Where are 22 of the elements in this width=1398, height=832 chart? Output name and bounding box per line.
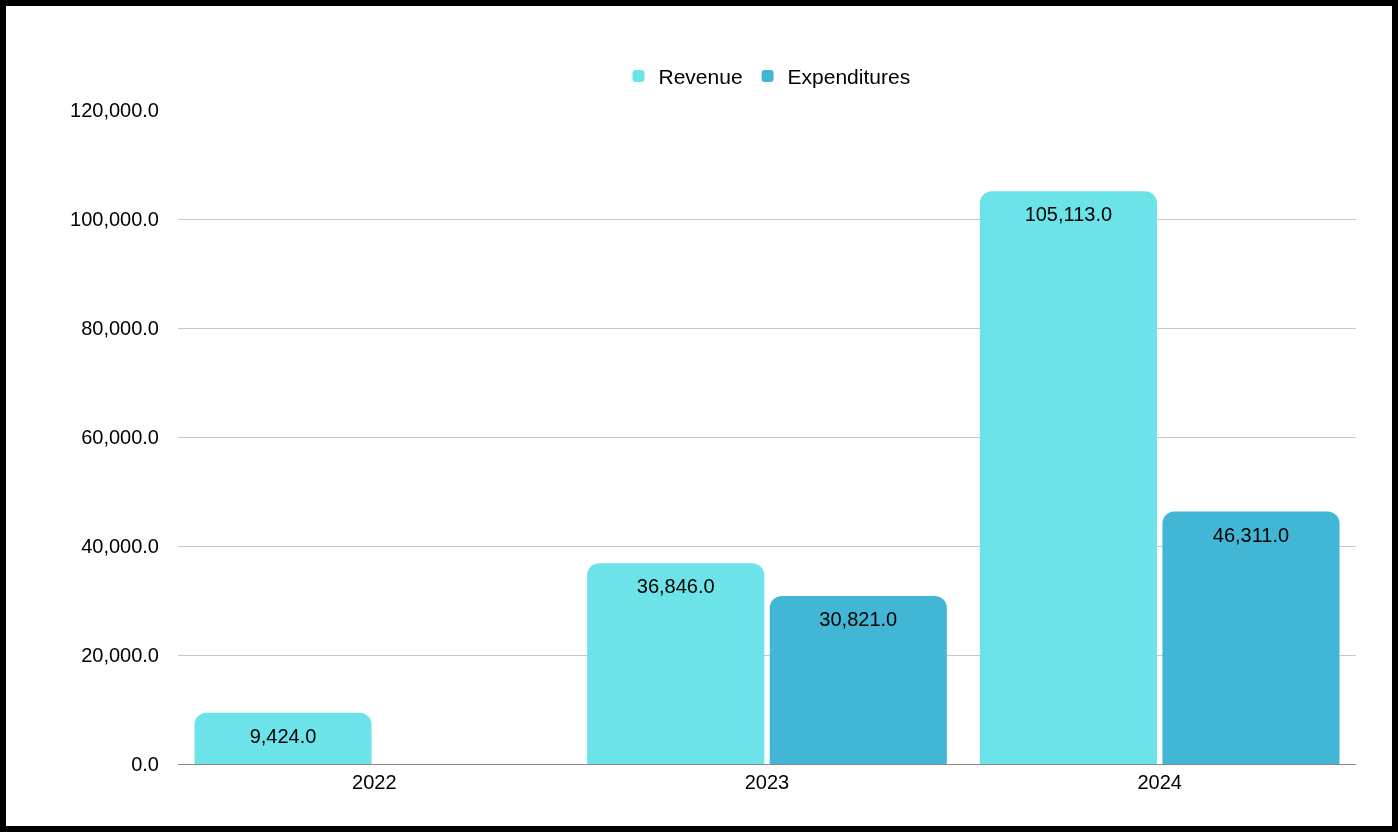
bar [769,596,947,764]
y-tick-label: 120,000.0 [70,99,159,121]
y-tick-label: 80,000.0 [81,317,159,339]
data-label: 36,846.0 [636,575,715,598]
bar [979,191,1157,764]
y-tick-label: 100,000.0 [70,208,159,230]
data-label: 105,113.0 [1024,203,1113,226]
data-label: 30,821.0 [819,608,898,631]
y-tick-label: 40,000.0 [81,535,159,557]
bar [587,563,765,764]
y-tick-label: 20,000.0 [81,644,159,666]
x-tick-label: 2024 [1137,771,1182,793]
bar [194,712,372,764]
legend-label: Expenditures [787,65,911,89]
data-label: 9,424.0 [249,724,317,747]
y-tick-label: 60,000.0 [81,426,159,448]
x-tick-label: 2022 [352,771,397,793]
y-tick-label: 0.0 [131,753,159,775]
legend-label: Revenue [658,65,743,89]
data-label: 46,311.0 [1212,523,1290,546]
x-tick-label: 2023 [744,771,790,793]
bar [1162,511,1340,764]
